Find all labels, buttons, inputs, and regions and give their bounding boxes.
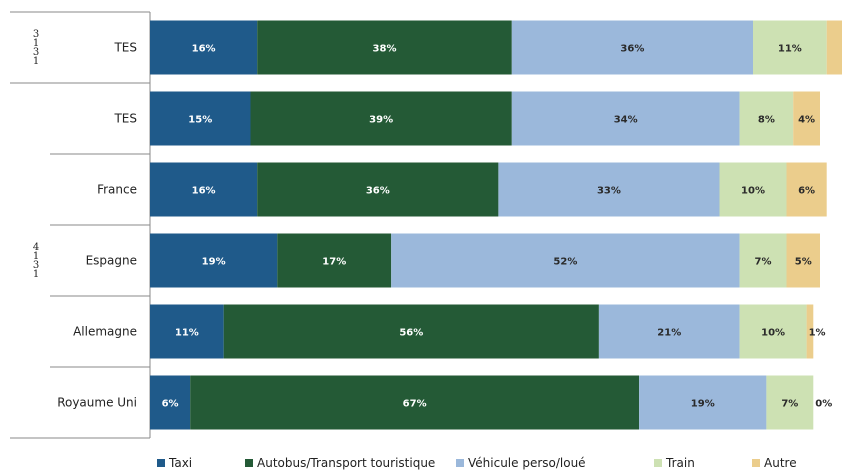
bar-segment <box>753 20 827 75</box>
bar-segment <box>190 375 640 430</box>
group-labels: 3 1 3 14 1 3 1 <box>33 29 39 280</box>
bar-segment <box>598 304 740 359</box>
bar-row: 6% 67% 19% 7% 0% <box>150 375 832 430</box>
bar-value-label: 10% <box>741 186 765 197</box>
bar-value-label: 36% <box>620 44 644 55</box>
chart-frame <box>10 11 151 439</box>
bar-value-label: 21% <box>657 328 681 339</box>
bar-segment <box>257 162 499 217</box>
bar-value-label: 6% <box>162 399 179 410</box>
group-label-line: 3 <box>33 29 39 40</box>
bar-value-label: 38% <box>373 44 397 55</box>
bar-row: 11% 56% 21% 10% 1% <box>150 304 826 359</box>
category-label: TES <box>113 41 137 55</box>
bar-segment <box>793 91 820 146</box>
bar-value-label: 67% <box>403 399 427 410</box>
bar-segment <box>639 375 767 430</box>
bar-value-label: 0% <box>815 399 832 410</box>
group-label-line: 3 <box>33 47 39 58</box>
legend-swatch <box>752 459 760 467</box>
category-label: France <box>97 183 137 197</box>
bar-value-label: 7% <box>755 257 772 268</box>
bar-value-label: 1% <box>809 328 826 339</box>
bar-row: 19% 17% 52% 7% 5% <box>150 233 820 288</box>
bar-segment <box>150 162 258 217</box>
bar-value-label: 56% <box>399 328 423 339</box>
bar-value-label: 10% <box>761 328 785 339</box>
group-label-line: 1 <box>33 251 39 262</box>
bar-value-label: 11% <box>778 44 802 55</box>
category-label: Espagne <box>86 254 137 268</box>
bar-row: 15% 39% 34% 8% 4% <box>150 91 820 146</box>
legend-label: Taxi <box>168 456 192 470</box>
bar-segment <box>719 162 787 217</box>
bar-segment <box>150 91 251 146</box>
bar-segment <box>739 304 807 359</box>
bar-segment <box>498 162 720 217</box>
legend-swatch <box>157 459 165 467</box>
bar-value-label: 33% <box>597 186 621 197</box>
legend-swatch <box>654 459 662 467</box>
legend-label: Véhicule perso/loué <box>468 456 586 470</box>
bar-value-label: 52% <box>553 257 577 268</box>
bar-value-label: 39% <box>369 115 393 126</box>
group-label-line: 1 <box>33 56 39 67</box>
bar-segment <box>786 162 827 217</box>
bar-value-label: 15% <box>188 115 212 126</box>
bar-segment <box>150 20 258 75</box>
bar-segment <box>806 304 814 359</box>
bar-segment <box>277 233 392 288</box>
bar-value-label: 11% <box>175 328 199 339</box>
bar-segment <box>150 304 224 359</box>
bar-segment <box>739 233 787 288</box>
group-label-line: 4 <box>33 242 39 253</box>
bar-segment <box>786 233 820 288</box>
bar-value-label: 5% <box>795 257 812 268</box>
bar-segment <box>150 375 191 430</box>
bar-segment <box>250 91 512 146</box>
bar-segment <box>391 233 740 288</box>
bar-row: 16%38%36%11%9% <box>150 20 842 75</box>
bar-segment <box>257 20 512 75</box>
bar-segment <box>511 20 753 75</box>
bar-segment <box>826 20 842 75</box>
category-label: TES <box>113 112 137 126</box>
legend-label: Autobus/Transport touristique <box>257 456 435 470</box>
legend: Taxi Autobus/Transport touristique Véhicul… <box>157 456 797 470</box>
bar-segment <box>150 233 278 288</box>
bar-value-label: 19% <box>691 399 715 410</box>
group-label-line: 1 <box>33 269 39 280</box>
bar-segment <box>766 375 814 430</box>
category-label: Royaume Uni <box>57 396 137 410</box>
bar-value-label: 4% <box>798 115 815 126</box>
bar-value-label: 36% <box>366 186 390 197</box>
category-labels: TES TES France Espagne Allemagne Royaume Uni <box>57 41 137 410</box>
category-label: Allemagne <box>73 325 137 339</box>
group-label-line: 3 <box>33 260 39 271</box>
legend-swatch <box>245 459 253 467</box>
bar-value-label: 19% <box>202 257 226 268</box>
bar-segment <box>511 91 740 146</box>
bar-value-label: 16% <box>192 186 216 197</box>
bar-value-label: 16% <box>192 44 216 55</box>
bar-segment <box>223 304 599 359</box>
group-label-line: 1 <box>33 38 39 49</box>
bar-row: 16% 36% 33% 10% 6% <box>150 162 827 217</box>
bar-value-label: 7% <box>781 399 798 410</box>
bar-value-label: 34% <box>614 115 638 126</box>
bar-segment <box>739 91 794 146</box>
bar-value-label: 8% <box>758 115 775 126</box>
bars: 16%38%36%11%9%15%39%34%8%4%16%36%33%10%6… <box>150 20 842 430</box>
legend-label: Train <box>665 456 695 470</box>
legend-swatch <box>456 459 464 467</box>
bar-value-label: 6% <box>798 186 815 197</box>
bar-value-label: 17% <box>322 257 346 268</box>
legend-label: Autre <box>764 456 797 470</box>
